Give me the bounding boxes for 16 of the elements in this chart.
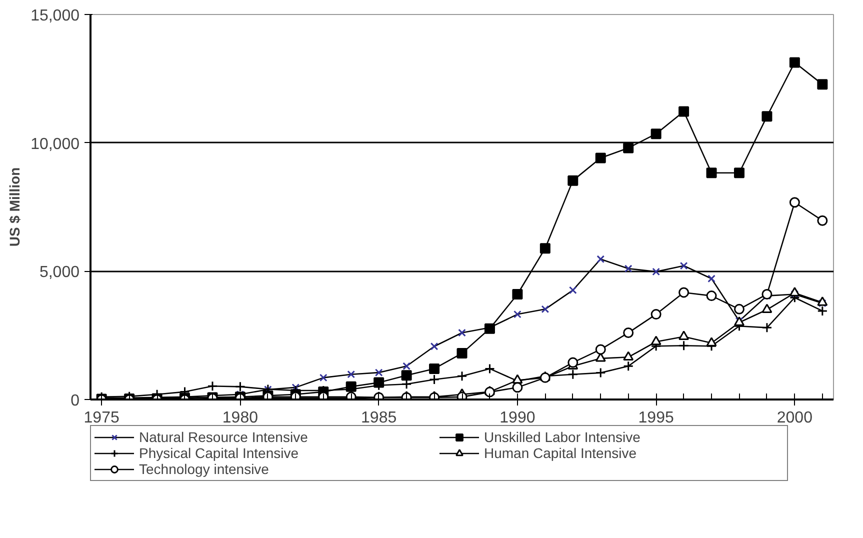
legend-label: Human Capital Intensive [484,445,638,461]
legend-label: Unskilled Labor Intensive [484,429,642,445]
legend-label: Natural Resource Intensive [139,429,309,445]
x-tick-label: 2000 [776,410,813,426]
y-tick-label: 15,000 [30,8,80,24]
legend-label: Technology intensive [139,461,270,477]
x-tick-label: 1990 [500,410,536,426]
y-tick-label: 0 [70,392,80,410]
x-tick-label: 1980 [222,410,258,426]
y-tick-label: 5,000 [39,264,80,282]
x-tick-label: 1985 [361,410,397,426]
x-tick-label: 1995 [638,410,674,426]
x-tick-label: 1975 [84,410,120,426]
y-tick-label: 10,000 [30,136,80,153]
legend-label: Physical Capital Intensive [139,445,300,461]
y-axis-title: US $ Million [6,167,23,247]
